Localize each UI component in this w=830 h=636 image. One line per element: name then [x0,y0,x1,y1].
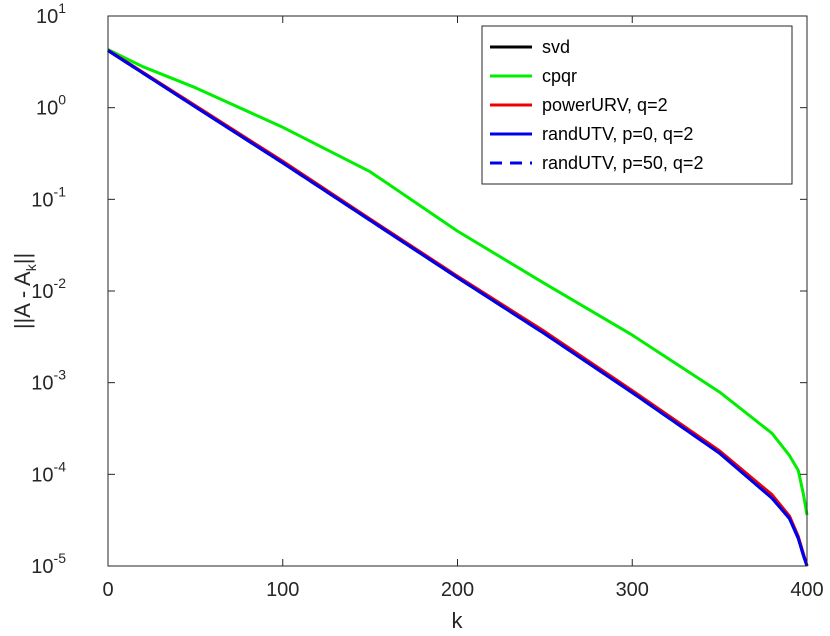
y-axis-title: ||A - Ak|| [10,253,39,329]
legend: svd cpqr powerURV, q=2 randUTV, p=0, q=2 ran… [481,25,793,185]
x-tick-label: 200 [441,579,474,601]
series-line-1 [107,48,809,516]
legend-label: randUTV, p=0, q=2 [542,124,693,144]
y-tick-label: 10-2 [31,275,66,303]
y-tick-label: 10-3 [31,367,66,395]
series-layer [107,48,809,567]
y-tick-label: 10-1 [31,183,66,211]
y-axis-title-subscript: k [23,263,39,271]
x-axis-title: k [452,608,464,633]
legend-box [481,25,793,185]
legend-label: randUTV, p=50, q=2 [542,153,703,173]
ticks-layer [107,15,808,567]
legend-label: cpqr [542,66,577,86]
series-line-4 [107,49,809,567]
y-tick-label: 100 [36,92,66,120]
x-tick-label: 0 [102,579,113,601]
y-tick-label: 101 [36,0,66,28]
x-tick-label: 100 [266,579,299,601]
y-tick-label: 10-4 [31,458,66,486]
legend-label: powerURV, q=2 [542,95,668,115]
x-tick-label: 300 [616,579,649,601]
y-tick-label: 10-5 [31,550,66,578]
legend-label: svd [542,37,570,57]
y-axis-title-main: ||A - A [10,271,35,329]
svg-text:||A - Ak||: ||A - Ak|| [10,253,39,329]
y-axis-title-suffix: || [10,253,35,264]
tick-labels: 0 100 200 300 400 101 100 10-1 10-2 10-3 10-4 10-5 [31,0,823,601]
x-tick-label: 400 [790,579,823,601]
